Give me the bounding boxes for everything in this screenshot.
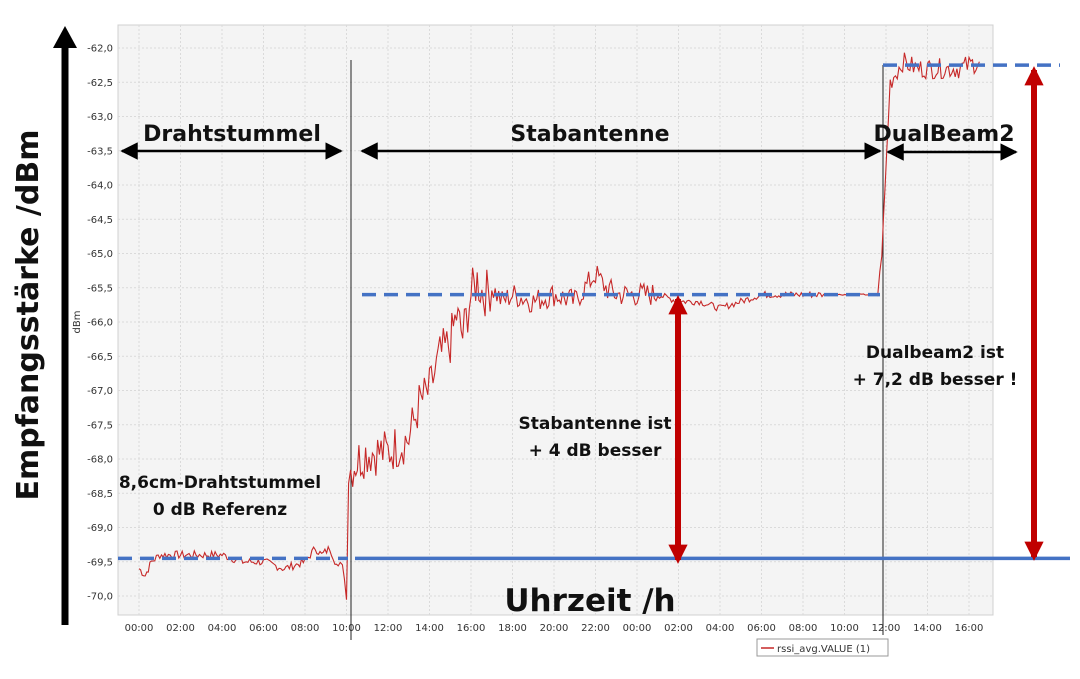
annotation-stabantenne-line1: Stabantenne ist (519, 414, 672, 434)
x-tick-label: 04:00 (706, 623, 735, 634)
x-tick-label: 02:00 (664, 623, 693, 634)
annotation-dualbeam-line1: Dualbeam2 ist (866, 343, 1004, 363)
y-tick-label: -70,0 (87, 592, 113, 603)
y-unit-label: dBm (72, 311, 83, 334)
y-axis-arrowhead (53, 26, 77, 48)
plot-area (117, 24, 994, 616)
y-tick-label: -62,5 (87, 78, 113, 89)
x-tick-label: 16:00 (457, 623, 486, 634)
section-label-drahtstummel: Drahtstummel (143, 122, 321, 147)
y-tick-label: -65,5 (87, 283, 113, 294)
x-tick-label: 00:00 (623, 623, 652, 634)
x-axis-title: Uhrzeit /h (504, 583, 675, 619)
y-axis-title: Empfangsstärke /dBm (11, 130, 46, 501)
x-tick-labels: 00:00 02:00 04:00 06:00 08:00 10:00 12:00 14:00… (125, 623, 984, 634)
x-tick-label: 10:00 (332, 623, 361, 634)
y-tick-label: -67,5 (87, 420, 113, 431)
legend-box (756, 638, 889, 657)
y-tick-label: -66,0 (87, 318, 113, 329)
legend: rssi_avg.VALUE (1) (756, 638, 889, 657)
y-tick-label: -69,0 (87, 523, 113, 534)
x-tick-label: 10:00 (830, 623, 859, 634)
y-tick-labels: -62,0 -62,5 -63,0 -63,5 -64,0 -64,5 -65,0 -65,5… (87, 44, 113, 603)
x-tick-label: 02:00 (166, 623, 195, 634)
x-tick-label: 00:00 (125, 623, 154, 634)
x-tick-label: 06:00 (747, 623, 776, 634)
annotation-reference-line1: 8,6cm-Drahtstummel (119, 473, 321, 493)
legend-label: rssi_avg.VALUE (1) (777, 644, 870, 655)
y-tick-label: -67,0 (87, 386, 113, 397)
y-tick-label: -68,5 (87, 489, 113, 500)
y-tick-label: -64,0 (87, 181, 113, 192)
x-tick-label: 20:00 (540, 623, 569, 634)
x-tick-label: 08:00 (291, 623, 320, 634)
reference-lines (118, 63, 1070, 561)
x-tick-label: 12:00 (374, 623, 403, 634)
y-tick-label: -68,0 (87, 455, 113, 466)
y-tick-label: -64,5 (87, 215, 113, 226)
y-tick-label: -66,5 (87, 352, 113, 363)
grid (118, 25, 993, 615)
x-tick-label: 14:00 (913, 623, 942, 634)
x-tick-label: 08:00 (789, 623, 818, 634)
section-label-stabantenne: Stabantenne (510, 122, 669, 147)
x-tick-label: 18:00 (498, 623, 527, 634)
x-tick-label: 16:00 (955, 623, 984, 634)
x-tick-label: 06:00 (249, 623, 278, 634)
x-tick-label: 04:00 (208, 623, 237, 634)
annotation-reference-line2: 0 dB Referenz (153, 500, 287, 520)
y-tick-label: -63,5 (87, 146, 113, 157)
y-tick-label: -65,0 (87, 249, 113, 260)
annotation-dualbeam-line2: + 7,2 dB besser ! (853, 370, 1018, 390)
y-tick-label: -63,0 (87, 112, 113, 123)
x-tick-label: 22:00 (581, 623, 610, 634)
y-tick-label: -62,0 (87, 44, 113, 55)
annotation-stabantenne-line2: + 4 dB besser (529, 441, 662, 461)
section-label-dualbeam: DualBeam2 (873, 122, 1014, 147)
x-tick-label: 14:00 (415, 623, 444, 634)
x-tick-label: 12:00 (872, 623, 901, 634)
y-tick-label: -69,5 (87, 557, 113, 568)
